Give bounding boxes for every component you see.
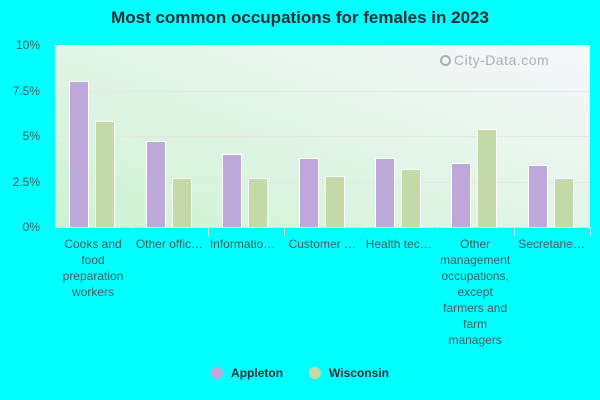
legend-item-appleton[interactable]: Appleton — [211, 366, 283, 380]
bar-wisconsin[interactable] — [324, 176, 345, 227]
watermark-text: City-Data.com — [454, 52, 550, 68]
x-tick — [360, 227, 362, 236]
bar-appleton[interactable] — [69, 81, 90, 227]
legend: Appleton Wisconsin — [0, 366, 600, 380]
chart-title: Most common occupations for females in 2… — [111, 8, 489, 27]
bar-wisconsin[interactable] — [171, 177, 192, 227]
y-tick-label: 2.5% — [12, 174, 40, 189]
x-tick-label: Health tec… — [365, 237, 432, 251]
bar-appleton[interactable] — [374, 157, 395, 227]
gridline — [55, 136, 590, 137]
bar-appleton[interactable] — [298, 157, 319, 227]
bar-wisconsin[interactable] — [553, 177, 574, 227]
x-tick — [590, 227, 591, 236]
gridline — [55, 181, 590, 183]
legend-item-wisconsin[interactable]: Wisconsin — [309, 366, 389, 380]
y-tick-label: 7.5% — [12, 83, 40, 98]
x-tick — [437, 227, 439, 236]
legend-swatch-icon — [309, 367, 322, 379]
y-tick-label: 0% — [22, 220, 40, 234]
plot-area: City-Data.com — [55, 45, 590, 227]
legend-label: Wisconsin — [329, 366, 389, 380]
x-tick — [131, 227, 133, 236]
x-tick-label: Secretarie… — [518, 237, 585, 251]
x-tick — [207, 227, 209, 236]
x-tick-label: Customer … — [288, 237, 356, 251]
x-tick-label: Information… — [209, 237, 282, 251]
y-tick-label: 10% — [15, 38, 40, 52]
magnifier-icon — [440, 55, 451, 66]
x-tick-label: Other offic… — [135, 237, 203, 251]
legend-swatch-icon — [211, 367, 224, 379]
bar-wisconsin[interactable] — [477, 128, 498, 227]
x-tick-label: Cooks and food preparation workers — [62, 237, 124, 299]
bar-appleton[interactable] — [527, 165, 548, 227]
y-tick-label: 5% — [22, 129, 40, 143]
bar-wisconsin[interactable] — [400, 168, 421, 227]
watermark: City-Data.com — [440, 52, 549, 68]
bar-appleton[interactable] — [451, 163, 472, 227]
legend-label: Appleton — [231, 366, 284, 380]
x-tick — [513, 227, 515, 236]
gridline — [55, 90, 590, 92]
x-tick-label: Other management occupations, except far… — [440, 237, 511, 347]
bar-wisconsin[interactable] — [248, 177, 269, 227]
bar-appleton[interactable] — [145, 141, 166, 227]
x-axis-line — [55, 227, 590, 228]
x-tick — [284, 227, 286, 236]
x-tick — [55, 227, 56, 236]
bar-appleton[interactable] — [222, 154, 243, 227]
bar-wisconsin[interactable] — [95, 121, 116, 227]
